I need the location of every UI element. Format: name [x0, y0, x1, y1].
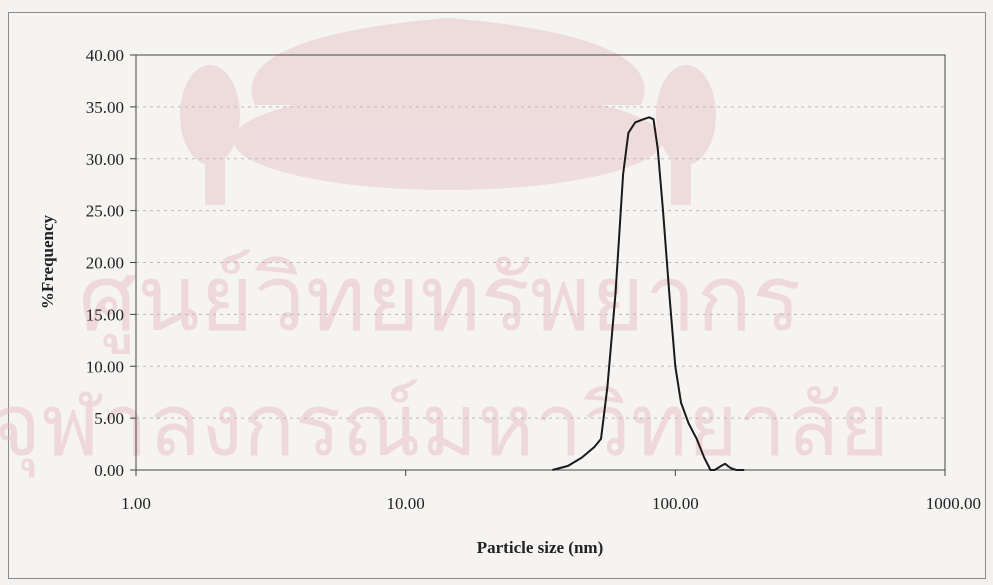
x-tick-label: 100.00 — [652, 494, 699, 513]
y-tick-label: 35.00 — [86, 98, 124, 117]
y-tick-label: 5.00 — [94, 409, 124, 428]
frequency-curve — [552, 116, 745, 471]
y-axis: 0.00 5.00 10.00 15.00 20.00 25.00 30.00 35.00 40… — [86, 46, 136, 480]
x-axis: 1.00 10.00 100.00 1000.00 — [121, 470, 981, 513]
y-tick-label: 30.00 — [86, 150, 124, 169]
x-tick-label: 1.00 — [121, 494, 151, 513]
y-tick-label: 25.00 — [86, 202, 124, 221]
grid-lines — [136, 106, 945, 419]
y-tick-label: 15.00 — [86, 305, 124, 324]
y-tick-label: 0.00 — [94, 461, 124, 480]
y-tick-label: 40.00 — [86, 46, 124, 65]
y-axis-title: %Frequency — [38, 214, 57, 309]
y-tick-label: 20.00 — [86, 254, 124, 273]
y-tick-label: 10.00 — [86, 357, 124, 376]
x-axis-title: Particle size (nm) — [477, 538, 604, 557]
x-tick-label: 1000.00 — [926, 494, 981, 513]
x-tick-label: 10.00 — [387, 494, 425, 513]
